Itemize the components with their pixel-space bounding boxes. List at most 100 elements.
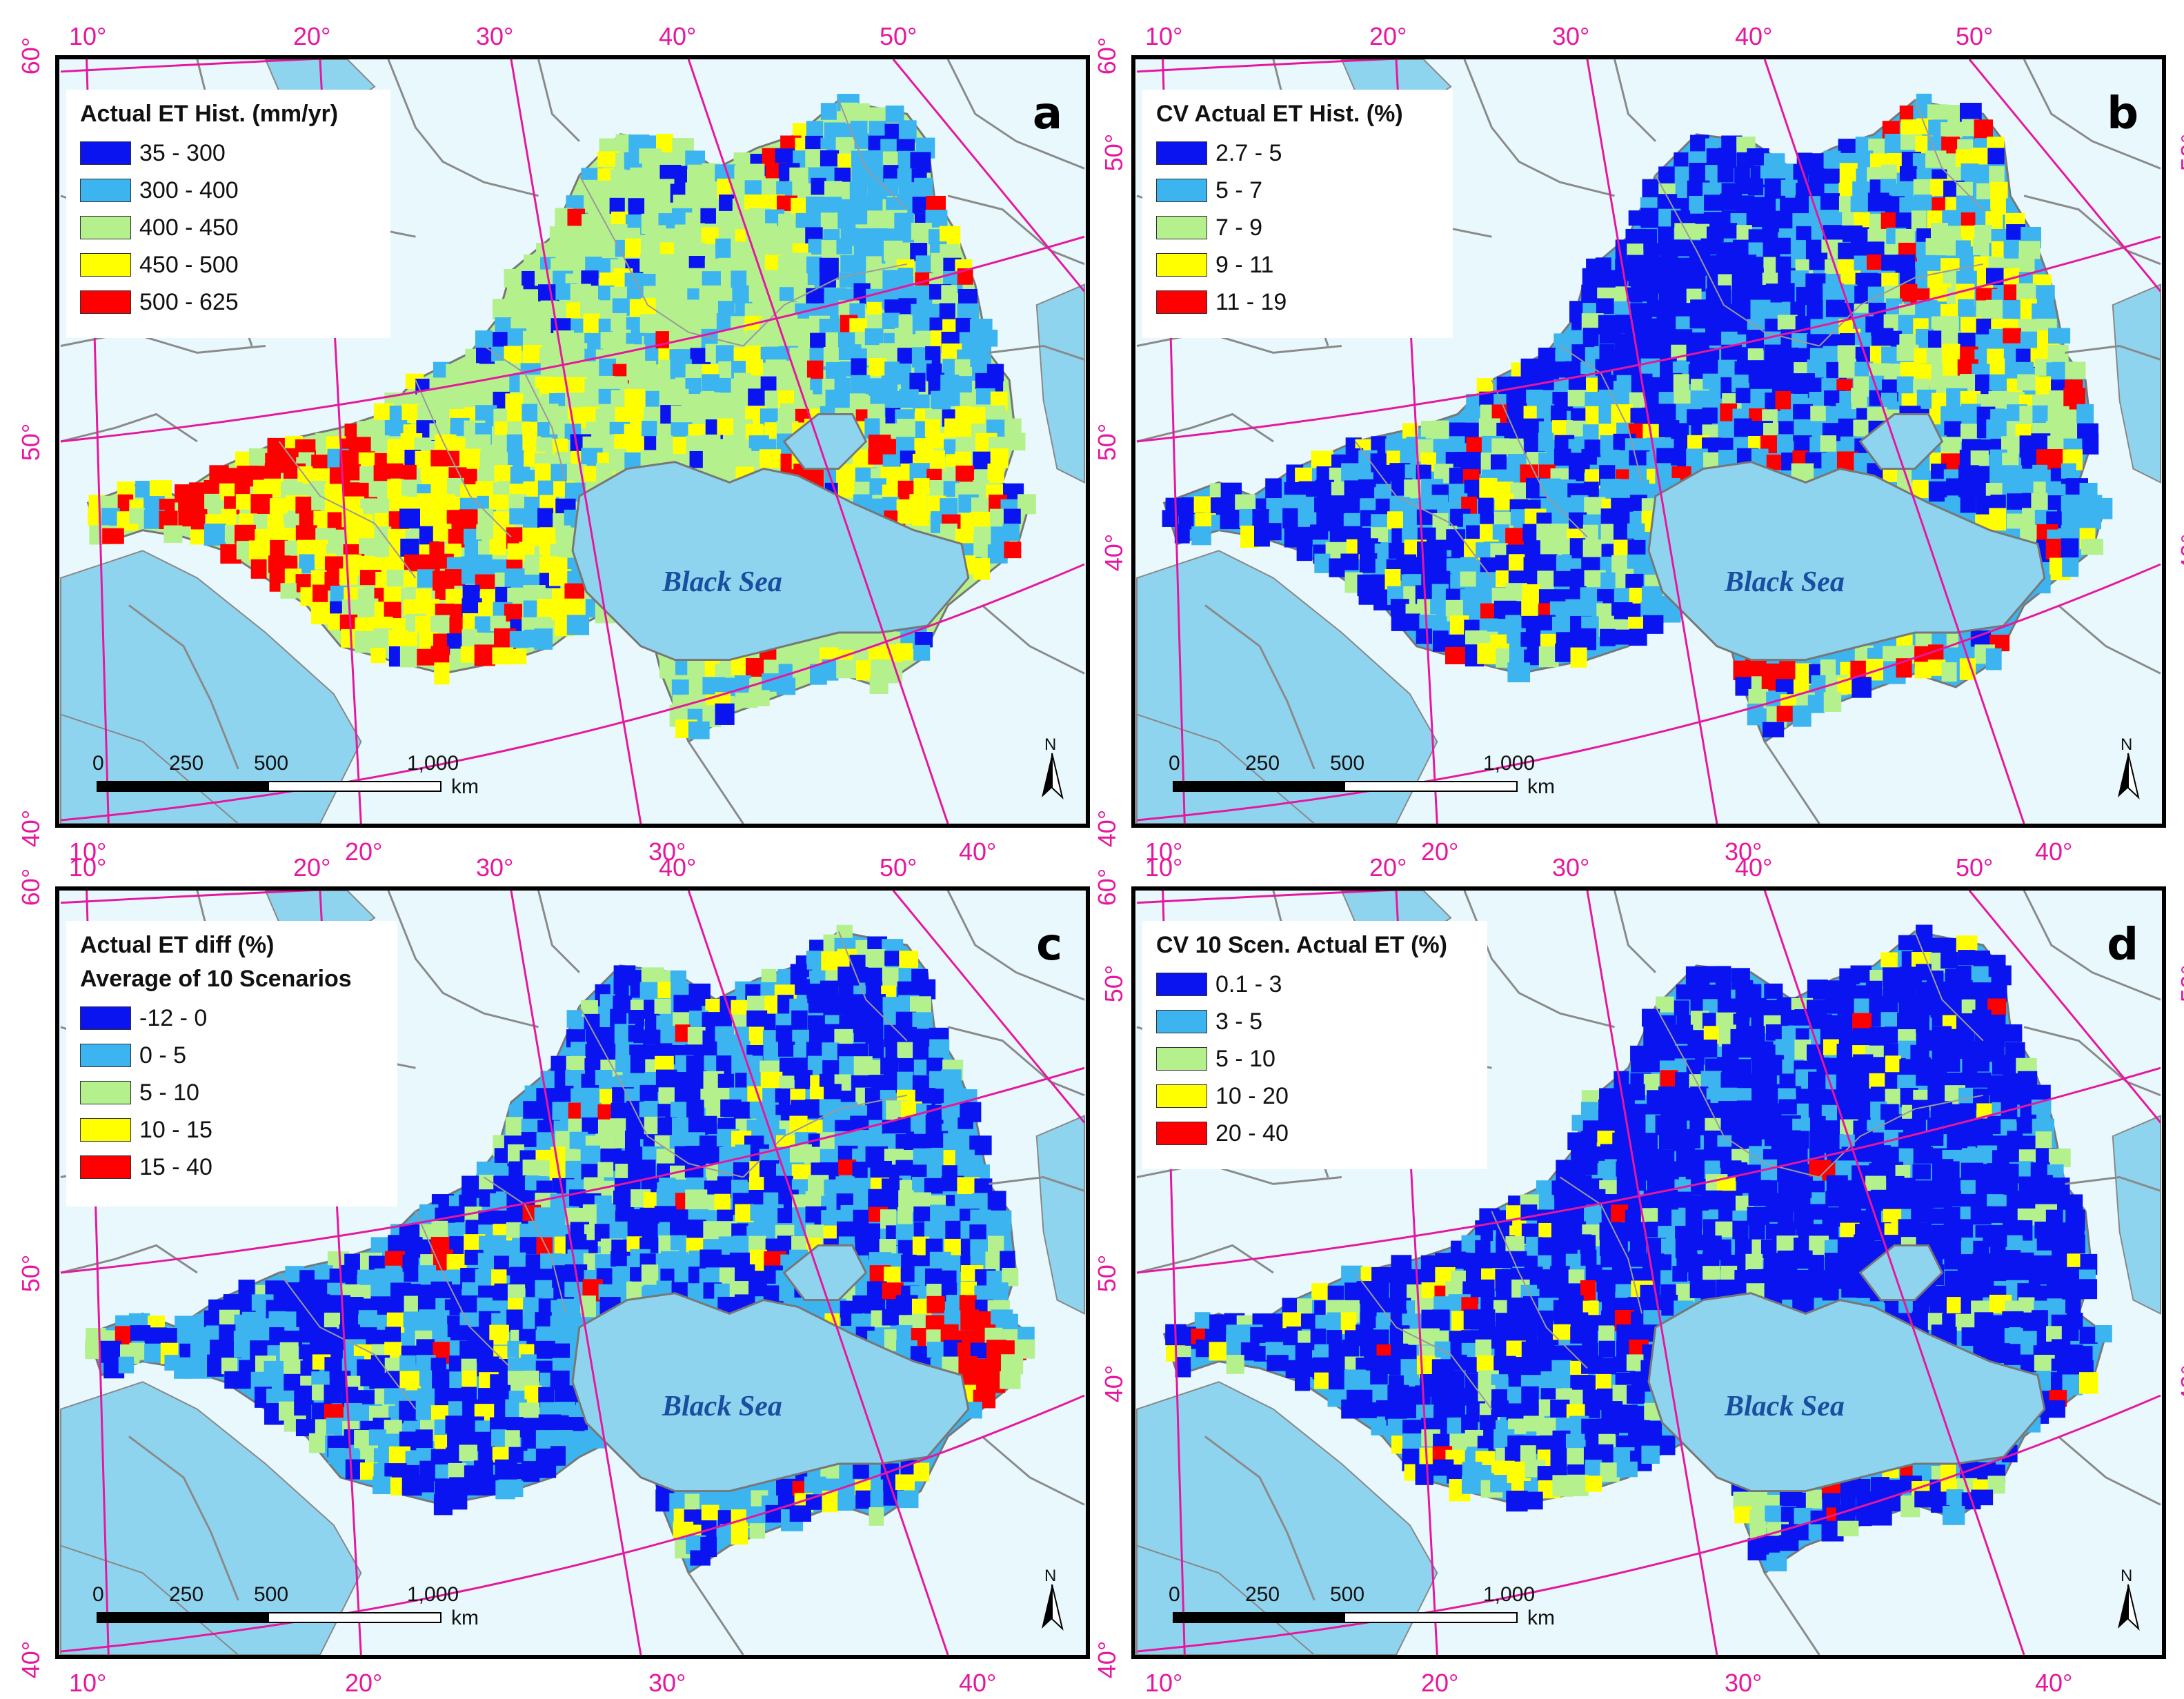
class-patch xyxy=(1780,1221,1796,1240)
class-patch xyxy=(866,256,882,274)
class-patch xyxy=(2031,493,2048,510)
class-patch xyxy=(1584,1206,1602,1222)
class-patch xyxy=(1671,1087,1691,1106)
class-patch xyxy=(1955,240,1971,260)
class-patch xyxy=(312,584,328,606)
class-patch xyxy=(745,657,764,677)
graticule-label-top-20: 20° xyxy=(1369,22,1407,50)
class-patch xyxy=(1837,999,1855,1017)
class-patch xyxy=(1808,168,1825,186)
class-patch xyxy=(537,1461,557,1478)
class-patch xyxy=(1836,403,1852,421)
class-patch xyxy=(1445,646,1467,665)
class-patch xyxy=(913,1060,931,1075)
class-patch xyxy=(1792,1298,1814,1313)
class-patch xyxy=(2079,482,2098,499)
class-patch xyxy=(1358,479,1375,499)
class-patch xyxy=(1765,1505,1783,1525)
class-patch xyxy=(522,1159,540,1176)
graticule-label-bottom-40: 40° xyxy=(959,1669,997,1697)
class-patch xyxy=(494,465,513,481)
class-patch xyxy=(399,1400,418,1424)
legend-item: 20 - 40 xyxy=(1156,1115,1475,1152)
class-patch xyxy=(1508,554,1525,571)
class-patch xyxy=(595,1133,616,1149)
scale-bar: 0 250 500 1,000 km xyxy=(1169,752,1559,800)
class-patch xyxy=(370,435,390,452)
class-patch xyxy=(760,223,777,242)
graticule-label-bottom-30: 30° xyxy=(648,1669,686,1697)
class-patch xyxy=(1927,659,1946,676)
class-patch xyxy=(523,388,540,405)
class-patch xyxy=(2006,1264,2023,1282)
class-patch xyxy=(820,980,839,996)
class-patch xyxy=(2045,1400,2065,1418)
class-patch xyxy=(1970,630,1992,647)
class-patch xyxy=(490,615,506,632)
class-patch xyxy=(673,1252,688,1268)
class-patch xyxy=(639,148,662,164)
class-patch xyxy=(1974,1072,1992,1088)
class-patch xyxy=(1553,1375,1574,1391)
class-patch xyxy=(911,222,932,240)
legend-title: CV Actual ET Hist. (%) xyxy=(1156,101,1403,127)
class-patch xyxy=(1914,195,1932,211)
class-patch xyxy=(1000,1251,1015,1273)
scale-tick-250: 250 xyxy=(1245,752,1280,775)
legend-swatch xyxy=(1156,973,1207,996)
legend-item: 5 - 10 xyxy=(80,1074,385,1111)
class-patch xyxy=(656,1149,677,1166)
class-patch xyxy=(924,419,941,437)
class-patch xyxy=(1449,1400,1465,1418)
class-patch xyxy=(250,559,267,579)
class-patch xyxy=(640,1160,656,1181)
class-patch xyxy=(1775,237,1791,255)
class-patch xyxy=(2075,1346,2093,1362)
class-patch xyxy=(566,359,582,380)
class-patch xyxy=(1449,1433,1467,1451)
class-patch xyxy=(1521,599,1538,617)
class-patch xyxy=(615,1266,634,1282)
legend-label: 0 - 5 xyxy=(139,1042,187,1069)
class-patch xyxy=(343,482,360,499)
class-patch xyxy=(670,1235,687,1251)
legend-swatch xyxy=(80,141,131,165)
class-patch xyxy=(1929,1296,1947,1314)
class-patch xyxy=(1611,555,1629,573)
class-patch xyxy=(299,1327,315,1343)
class-patch xyxy=(1357,538,1378,555)
graticule-label-left-40: 40° xyxy=(1093,1640,1122,1679)
class-patch xyxy=(340,464,361,481)
class-patch xyxy=(1956,965,1972,984)
scale-tick-1000: 1,000 xyxy=(407,1583,459,1606)
class-patch xyxy=(973,558,991,580)
class-patch xyxy=(1927,1130,1944,1146)
class-patch xyxy=(1715,980,1731,1001)
class-patch xyxy=(373,542,391,559)
class-patch xyxy=(584,333,602,350)
class-patch xyxy=(1851,388,1867,410)
class-patch xyxy=(2032,464,2048,486)
class-patch xyxy=(190,529,208,545)
class-patch xyxy=(645,348,662,365)
class-patch xyxy=(1820,193,1840,210)
class-patch xyxy=(369,1373,392,1389)
class-patch xyxy=(249,466,266,483)
class-patch xyxy=(714,377,731,395)
map-panel-a: Actual ET Hist. (mm/yr) 35 - 300 300 - 40… xyxy=(17,22,1128,866)
class-patch xyxy=(895,1474,915,1493)
class-patch xyxy=(1626,1084,1645,1101)
class-patch xyxy=(1580,628,1597,650)
class-patch xyxy=(2032,303,2047,324)
class-patch xyxy=(385,1265,401,1286)
class-patch xyxy=(1715,966,1731,982)
class-patch xyxy=(448,1462,466,1479)
azov-sea xyxy=(782,413,868,470)
graticule-label-left-40: 40° xyxy=(1093,809,1122,848)
class-patch xyxy=(1989,508,2007,531)
legend-item: 7 - 9 xyxy=(1156,209,1440,246)
class-patch xyxy=(940,524,957,539)
class-patch xyxy=(778,213,795,229)
caspian-sea xyxy=(2112,283,2161,484)
class-patch xyxy=(1553,1324,1571,1340)
